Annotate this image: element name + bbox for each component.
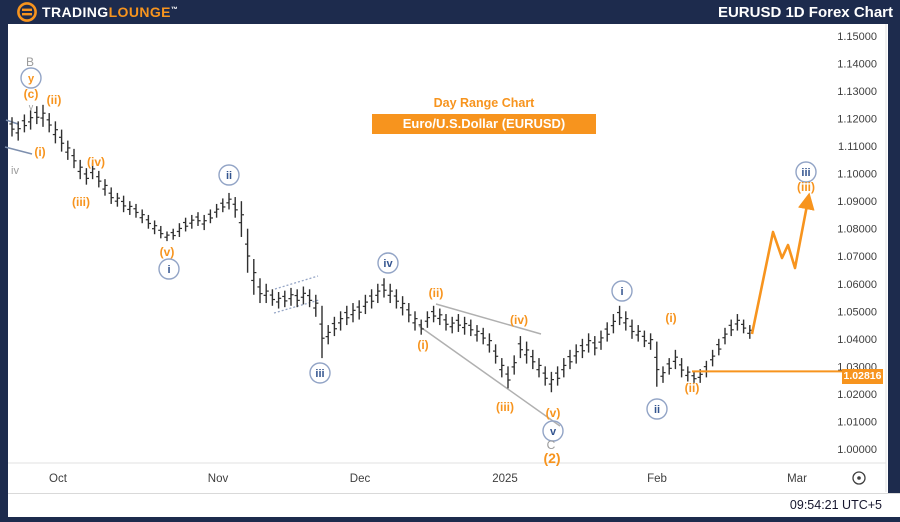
brand-wordmark: TRADINGLOUNGE™ [42, 4, 179, 20]
current-price-badge: 1.02816 [842, 369, 883, 384]
left-frame [0, 0, 8, 522]
clock-timestamp: 09:54:21 UTC+5 [789, 498, 882, 512]
page-title: EURUSD 1D Forex Chart [717, 3, 893, 21]
top-bar: TRADINGLOUNGE™ EURUSD 1D Forex Chart [0, 0, 900, 24]
tradinglounge-logo[interactable]: TRADINGLOUNGE™ [16, 1, 178, 23]
bottom-frame [0, 517, 900, 522]
chart-panel [8, 24, 888, 493]
tradinglounge-logo-icon [16, 1, 38, 23]
chart-subtitle-label: Day Range Chart [433, 96, 535, 110]
instrument-badge: Euro/U.S.Dollar (EURUSD) [372, 114, 596, 134]
timestamp-strip [8, 493, 900, 518]
